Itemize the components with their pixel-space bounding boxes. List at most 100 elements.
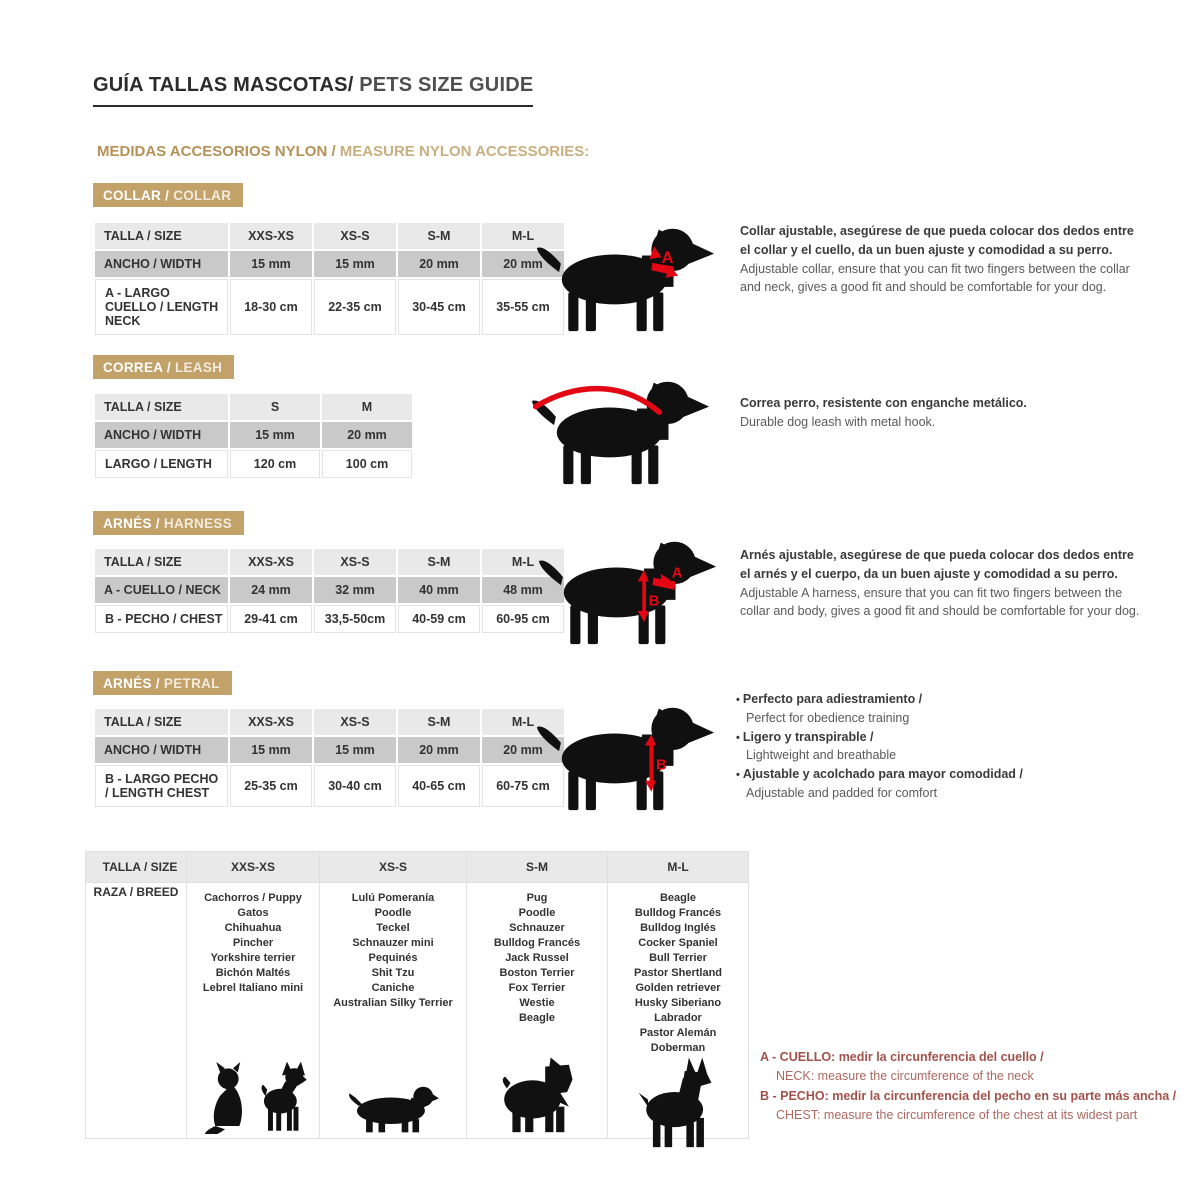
leash-desc-es: Correa perro, resistente con enganche me…	[740, 396, 1027, 410]
size-header-cell: M-L	[482, 709, 564, 735]
table-row: TALLA / SIZE XXS-XS XS-S S-M M-L	[95, 223, 564, 249]
table-row: ANCHO / WIDTH 15 mm 15 mm 20 mm 20 mm	[95, 251, 564, 277]
row-label-cell: A - CUELLO / NECK	[95, 577, 228, 603]
collar-description: Collar ajustable, asegúrese de que pueda…	[740, 222, 1140, 297]
petral-bullet-es: Ligero y transpirable /	[736, 728, 1148, 747]
breed-item: Schnauzer	[509, 922, 565, 934]
petral-marker-b-label: B	[656, 758, 667, 774]
harness-badge-es: ARNÉS /	[103, 516, 160, 531]
value-cell: 20 mm	[322, 422, 412, 448]
note-a-es: A - CUELLO: medir la circunferencia del …	[760, 1050, 1044, 1064]
schnauzer-icon	[502, 1057, 573, 1133]
breed-column-xs-s: Lulú Pomeranía Poodle Teckel Schnauzer mini…	[319, 882, 467, 1139]
table-row: B - PECHO / CHEST 29-41 cm 33,5-50cm 40-…	[95, 605, 564, 633]
dachshund-icon	[349, 1086, 439, 1133]
value-cell: 24 mm	[230, 577, 312, 603]
value-cell: 25-35 cm	[230, 765, 312, 807]
page-title-en: PETS SIZE GUIDE	[353, 74, 534, 96]
table-row: TALLA / SIZE XXS-XS XS-S S-M M-L	[95, 709, 564, 735]
size-header-cell: M-L	[607, 851, 749, 883]
collar-marker-a-label: A	[662, 248, 674, 267]
leash-badge-en: LEASH	[170, 360, 223, 375]
dog-harness-illustration: A B	[538, 541, 717, 645]
petral-badge-es: ARNÉS /	[103, 676, 160, 691]
size-header-cell: S	[230, 394, 320, 420]
row-label-cell: ANCHO / WIDTH	[95, 422, 228, 448]
breed-item: Pug	[526, 892, 548, 904]
row-label-cell: B - PECHO / CHEST	[95, 605, 228, 633]
breed-item: Poodle	[518, 907, 556, 919]
size-header-cell: S-M	[398, 223, 480, 249]
page-title-es: GUÍA TALLAS MASCOTAS/	[93, 74, 354, 96]
note-b-es: B - PECHO: medir la circunferencia del p…	[760, 1088, 1177, 1103]
collar-size-table: TALLA / SIZE XXS-XS XS-S S-M M-L ANCHO /…	[93, 221, 566, 337]
value-cell: 15 mm	[314, 251, 396, 277]
breed-item: Bull Terrier	[649, 952, 707, 964]
dog-petral-illustration: B	[536, 707, 715, 811]
breed-item: Fox Terrier	[508, 982, 566, 994]
harness-size-table: TALLA / SIZE XXS-XS XS-S S-M M-L A - CUE…	[93, 547, 566, 635]
collar-desc-en: Adjustable collar, ensure that you can f…	[740, 261, 1130, 295]
row-label-cell: ANCHO / WIDTH	[95, 251, 228, 277]
breed-list: Cachorros / Puppy Gatos Chihuahua Pincher Yo…	[187, 883, 319, 996]
breed-item: Beagle	[659, 892, 697, 904]
value-cell: 120 cm	[230, 450, 320, 478]
doberman-icon	[638, 1057, 712, 1148]
size-header-cell: XXS-XS	[186, 851, 320, 883]
value-cell: 35-55 cm	[482, 279, 564, 335]
size-label-cell: TALLA / SIZE	[95, 394, 228, 420]
table-row: TALLA / SIZE XXS-XS XS-S S-M M-L	[85, 851, 749, 883]
breed-item: Poodle	[374, 907, 412, 919]
dog-leash-illustration	[531, 381, 710, 485]
breed-item: Husky Siberiano	[634, 997, 722, 1009]
cat-icon	[204, 1062, 242, 1134]
chihuahua-icon	[261, 1061, 307, 1131]
value-cell: 48 mm	[482, 577, 564, 603]
breed-item: Teckel	[376, 922, 410, 934]
leash-badge-es: CORREA /	[103, 360, 171, 375]
breed-row-label-cell: RAZA / BREED	[85, 882, 187, 1139]
value-cell: 33,5-50cm	[314, 605, 396, 633]
table-row: RAZA / BREED Cachorros / Puppy Gatos Chihu…	[85, 882, 749, 1148]
size-label-cell: TALLA / SIZE	[95, 549, 228, 575]
breed-item: Pastor Alemán	[639, 1027, 717, 1039]
breed-item: Cachorros / Puppy	[204, 892, 302, 904]
petral-size-table: TALLA / SIZE XXS-XS XS-S S-M M-L ANCHO /…	[93, 707, 566, 809]
breed-item: Bulldog Francés	[634, 907, 722, 919]
breed-item: Westie	[519, 997, 555, 1009]
size-header-cell: M	[322, 394, 412, 420]
breed-item: Chihuahua	[224, 922, 282, 934]
page-title: GUÍA TALLAS MASCOTAS/ PETS SIZE GUIDE	[93, 74, 534, 107]
breed-item: Australian Silky Terrier	[333, 997, 453, 1009]
value-cell: 32 mm	[314, 577, 396, 603]
collar-desc-es: Collar ajustable, asegúrese de que pueda…	[740, 224, 1134, 257]
breed-item: Pastor Shertland	[633, 967, 723, 979]
size-header-cell: XS-S	[314, 709, 396, 735]
breed-size-table: TALLA / SIZE XXS-XS XS-S S-M M-L RAZA / …	[85, 851, 749, 1148]
size-header-cell: XS-S	[314, 223, 396, 249]
note-a-en: NECK: measure the circumference of the n…	[776, 1069, 1034, 1084]
size-header-cell: M-L	[482, 223, 564, 249]
size-label-cell: TALLA / SIZE	[95, 709, 228, 735]
size-header-cell: S-M	[466, 851, 608, 883]
row-label-cell: B - LARGO PECHO / LENGTH CHEST	[95, 765, 228, 807]
value-cell: 60-75 cm	[482, 765, 564, 807]
size-header-cell: M-L	[482, 549, 564, 575]
table-row: A - LARGO CUELLO / LENGTH NECK 18-30 cm …	[95, 279, 564, 335]
value-cell: 20 mm	[398, 251, 480, 277]
petral-bullet-es: Ajustable y acolchado para mayor comodid…	[736, 765, 1148, 784]
dog-collar-illustration: A	[536, 228, 715, 332]
row-label-cell: ANCHO / WIDTH	[95, 737, 228, 763]
value-cell: 30-45 cm	[398, 279, 480, 335]
breed-item: Labrador	[654, 1012, 702, 1024]
row-label-cell: LARGO / LENGTH	[95, 450, 228, 478]
breed-item: Pincher	[232, 937, 274, 949]
breed-column-s-m: Pug Poodle Schnauzer Bulldog Francés Jack Ru…	[466, 882, 608, 1139]
breed-item: Pequinés	[368, 952, 418, 964]
size-header-cell: S-M	[398, 549, 480, 575]
breed-item: Gatos	[237, 907, 269, 919]
value-cell: 22-35 cm	[314, 279, 396, 335]
table-row: TALLA / SIZE S M	[95, 394, 412, 420]
table-row: LARGO / LENGTH 120 cm 100 cm	[95, 450, 412, 478]
